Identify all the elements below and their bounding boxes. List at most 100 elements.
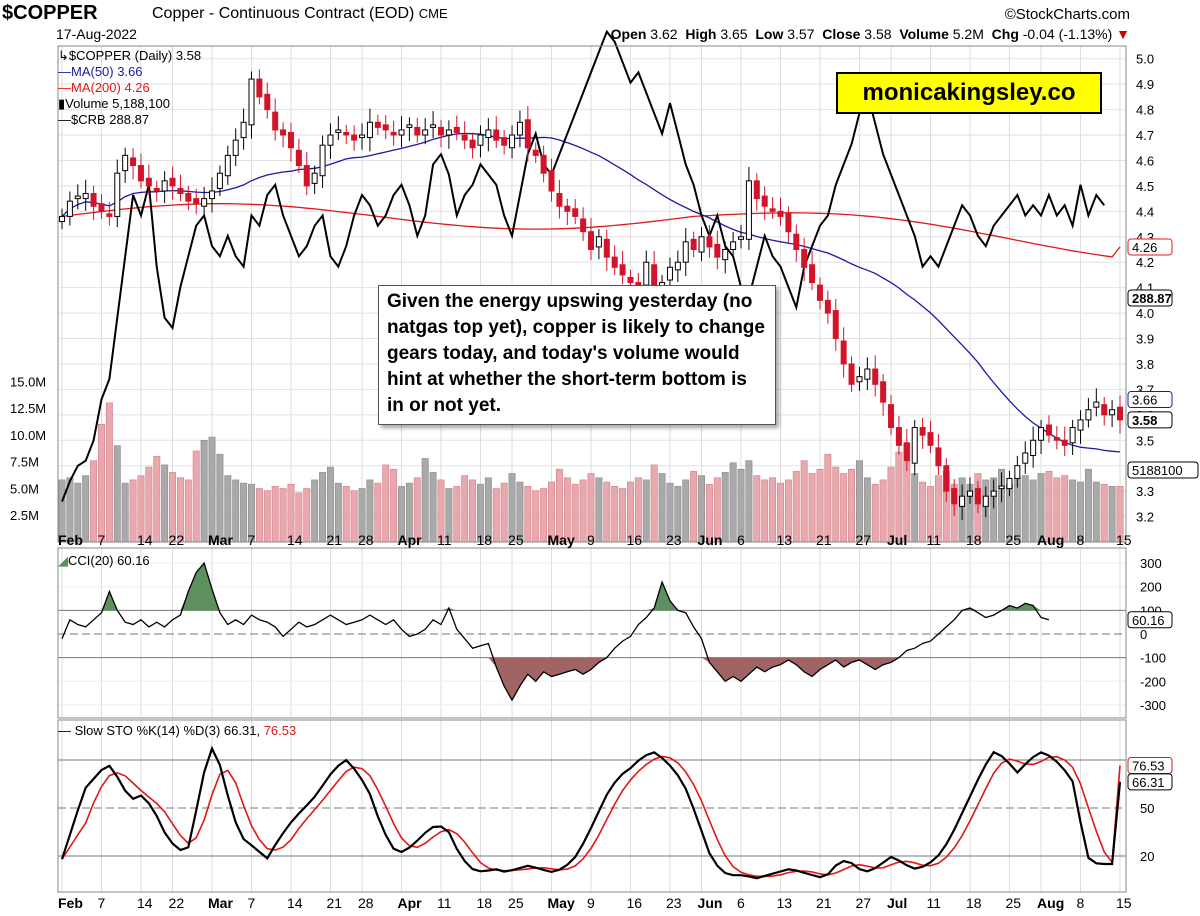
xtick-top-21: 27	[855, 532, 871, 548]
low-value: 3.57	[787, 26, 815, 42]
candle-body	[588, 231, 594, 250]
ytick-price-12: 4.4	[1136, 204, 1154, 219]
ytick-cci-5: -200	[1140, 674, 1166, 689]
candle-body	[390, 131, 397, 136]
volume-bar	[745, 460, 753, 543]
candle-body	[145, 177, 152, 187]
xtick-top-24: 18	[966, 532, 982, 548]
candle-body	[1061, 439, 1068, 446]
legend-ma200: —MA(200) 4.26	[58, 80, 150, 95]
volume-bar	[492, 488, 500, 543]
candle-body	[264, 93, 271, 111]
xtick-top-12: 25	[508, 532, 524, 548]
candle-body	[201, 198, 208, 207]
low-label: Low	[755, 26, 784, 42]
legend-sto: — Slow STO %K(14) %D(3) 66.31, 76.53	[58, 723, 297, 738]
candle-body	[619, 264, 626, 276]
panel-border-0	[57, 45, 1127, 543]
volume-label: Volume	[899, 26, 949, 42]
candle-body	[556, 193, 563, 207]
xtick-top-9: Apr	[398, 532, 423, 548]
volume-bar	[650, 464, 658, 543]
volume-bar	[153, 456, 161, 543]
volume-bar	[350, 490, 358, 543]
xtick-top-16: 23	[666, 532, 682, 548]
candle-body	[1101, 404, 1108, 416]
xtick-top-15: 16	[626, 532, 642, 548]
candle-body	[611, 256, 618, 268]
candle-body	[74, 195, 81, 200]
volume-bar	[769, 477, 777, 543]
candle-body	[90, 193, 97, 207]
candle-body	[335, 129, 342, 133]
sto-d-line	[61, 755, 1121, 878]
candle-body	[1117, 406, 1123, 421]
xtick-top-27: 8	[1077, 532, 1085, 548]
candle-body	[706, 236, 713, 248]
xtick-top-5: 7	[247, 532, 255, 548]
candle-body	[690, 238, 697, 250]
candle-body	[943, 465, 950, 492]
volume-bar	[98, 423, 105, 543]
volume-bar	[326, 466, 334, 543]
volume-bar	[532, 490, 540, 543]
ytick-price-18: 5.0	[1136, 52, 1154, 67]
candle-body	[1014, 465, 1021, 479]
candle-body	[824, 299, 831, 314]
xtick-bottom-16: 23	[666, 895, 682, 911]
candle-body	[98, 203, 105, 212]
xtick-bottom-23: 11	[927, 895, 942, 911]
volume-bar	[911, 473, 919, 543]
candle-body	[406, 124, 413, 128]
xtick-bottom-5: 7	[247, 895, 255, 911]
xtick-top-22: Jul	[887, 532, 907, 548]
volume-bar	[303, 488, 311, 543]
candle-body	[674, 261, 681, 271]
volume-bar	[690, 471, 698, 543]
candle-body	[509, 134, 516, 149]
candle-body	[714, 243, 721, 258]
volume-bar	[129, 479, 137, 543]
volume-bar	[579, 479, 587, 543]
chart-date: 17-Aug-2022	[56, 26, 137, 42]
candle-body	[359, 134, 366, 139]
symbol-description: Copper - Continuous Contract (EOD) CME	[152, 5, 448, 23]
xtick-bottom-28: 15	[1116, 895, 1132, 911]
exchange-text: CME	[418, 6, 448, 21]
ytick-price-10: 4.2	[1136, 255, 1154, 270]
ytick-price-7: 3.9	[1136, 332, 1154, 347]
legend-price: ↳$COPPER (Daily) 3.58	[58, 48, 201, 64]
volume-bar	[1029, 479, 1037, 543]
xtick-top-17: Jun	[698, 532, 723, 548]
ytick-price-6: 3.8	[1136, 357, 1154, 372]
xtick-bottom-26: Aug	[1037, 895, 1064, 911]
volume-bar	[595, 477, 603, 543]
volume-bar	[808, 473, 816, 543]
sto-k-line	[60, 745, 1122, 880]
xtick-bottom-6: 14	[287, 895, 303, 911]
xtick-bottom-4: Mar	[208, 895, 233, 911]
xtick-bottom-14: 9	[587, 895, 595, 911]
xtick-top-1: 7	[97, 532, 105, 548]
panel-border-1	[57, 547, 1127, 719]
volume-bar	[121, 482, 129, 543]
candle-body	[177, 187, 184, 195]
volume-bar	[255, 488, 263, 543]
volume-bar	[887, 466, 895, 543]
ytick-cci-4: -100	[1140, 651, 1166, 666]
candle-body	[722, 248, 729, 261]
ytick-price-13: 4.5	[1136, 179, 1154, 194]
candle-body	[232, 139, 239, 156]
xtick-top-26: Aug	[1037, 532, 1064, 548]
candle-body	[998, 485, 1005, 490]
candle-body	[122, 154, 129, 172]
candle-body	[927, 432, 934, 446]
cci-tag-box	[1127, 611, 1173, 629]
legend-sto-d-text: 76.53	[263, 723, 297, 738]
candle-body	[248, 78, 255, 126]
candle-body	[1085, 409, 1092, 421]
ytick-cci-0: 300	[1140, 556, 1162, 571]
candle-body	[256, 78, 263, 98]
volume-bar	[82, 475, 90, 543]
volume-bar	[500, 482, 508, 543]
